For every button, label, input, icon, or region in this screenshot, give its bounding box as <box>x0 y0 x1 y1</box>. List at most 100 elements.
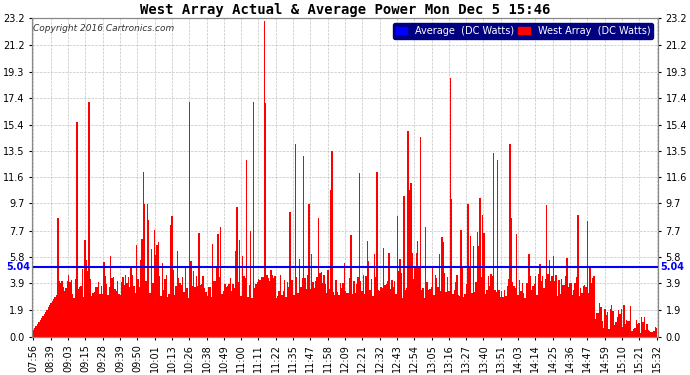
Bar <box>130 268 132 337</box>
Bar <box>198 233 199 337</box>
Bar <box>440 291 442 337</box>
Bar <box>224 284 226 337</box>
Bar <box>431 287 432 337</box>
Bar <box>208 287 209 337</box>
Bar <box>221 294 223 337</box>
Bar <box>215 281 216 337</box>
Bar <box>184 292 185 337</box>
Bar <box>593 276 595 337</box>
Bar <box>181 285 182 337</box>
Bar <box>527 283 529 337</box>
Bar <box>262 277 264 337</box>
Bar <box>80 286 81 337</box>
Bar <box>311 254 313 337</box>
Bar <box>53 299 55 337</box>
Bar <box>79 286 80 337</box>
Bar <box>553 256 554 337</box>
Bar <box>653 331 655 337</box>
Bar <box>393 287 394 337</box>
Bar <box>140 260 141 337</box>
Bar <box>637 324 638 337</box>
Bar <box>524 298 526 337</box>
Bar <box>227 286 228 337</box>
Bar <box>619 314 620 337</box>
Bar <box>295 144 296 337</box>
Bar <box>648 330 649 337</box>
Bar <box>92 293 94 337</box>
Bar <box>315 281 317 337</box>
Bar <box>626 321 627 337</box>
Bar <box>302 278 303 337</box>
Bar <box>202 276 204 337</box>
Bar <box>318 218 319 337</box>
Bar <box>577 215 578 337</box>
Bar <box>599 303 600 337</box>
Bar <box>547 274 549 337</box>
Bar <box>410 183 411 337</box>
Bar <box>356 284 357 337</box>
Bar <box>63 287 64 337</box>
Bar <box>585 287 586 337</box>
Bar <box>589 268 591 337</box>
Bar <box>337 292 338 337</box>
Bar <box>387 280 388 337</box>
Bar <box>57 218 59 337</box>
Bar <box>488 276 489 337</box>
Bar <box>188 298 189 337</box>
Bar <box>360 281 362 337</box>
Bar <box>477 232 478 337</box>
Bar <box>394 281 395 337</box>
Bar <box>86 260 87 337</box>
Bar <box>68 275 70 337</box>
Bar <box>451 199 452 337</box>
Bar <box>151 249 152 337</box>
Bar <box>246 160 247 337</box>
Bar <box>341 288 342 337</box>
Bar <box>280 275 282 337</box>
Bar <box>299 259 300 337</box>
Bar <box>518 295 519 337</box>
Bar <box>314 288 315 337</box>
Bar <box>578 297 580 337</box>
Bar <box>228 284 230 337</box>
Bar <box>376 172 377 337</box>
Bar <box>125 275 126 337</box>
Bar <box>411 253 413 337</box>
Bar <box>362 291 363 337</box>
Bar <box>233 285 234 337</box>
Bar <box>480 198 481 337</box>
Bar <box>485 294 486 337</box>
Bar <box>516 234 518 337</box>
Bar <box>471 293 473 337</box>
Bar <box>428 290 429 337</box>
Bar <box>238 282 239 337</box>
Bar <box>402 298 404 337</box>
Bar <box>135 293 136 337</box>
Bar <box>576 277 577 337</box>
Bar <box>212 244 213 337</box>
Bar <box>45 312 46 337</box>
Bar <box>602 321 603 337</box>
Bar <box>531 290 533 337</box>
Bar <box>270 270 272 337</box>
Bar <box>268 278 269 337</box>
Bar <box>75 279 76 337</box>
Bar <box>160 296 161 337</box>
Bar <box>210 297 212 337</box>
Bar <box>630 306 631 337</box>
Bar <box>174 295 175 337</box>
Bar <box>656 328 658 337</box>
Bar <box>436 278 437 337</box>
Bar <box>217 234 219 337</box>
Bar <box>509 144 511 337</box>
Bar <box>282 291 284 337</box>
Bar <box>406 288 408 337</box>
Bar <box>442 237 443 337</box>
Bar <box>368 261 369 337</box>
Bar <box>615 322 617 337</box>
Bar <box>498 290 500 337</box>
Bar <box>627 321 629 337</box>
Bar <box>474 292 475 337</box>
Bar <box>569 283 571 337</box>
Bar <box>380 286 382 337</box>
